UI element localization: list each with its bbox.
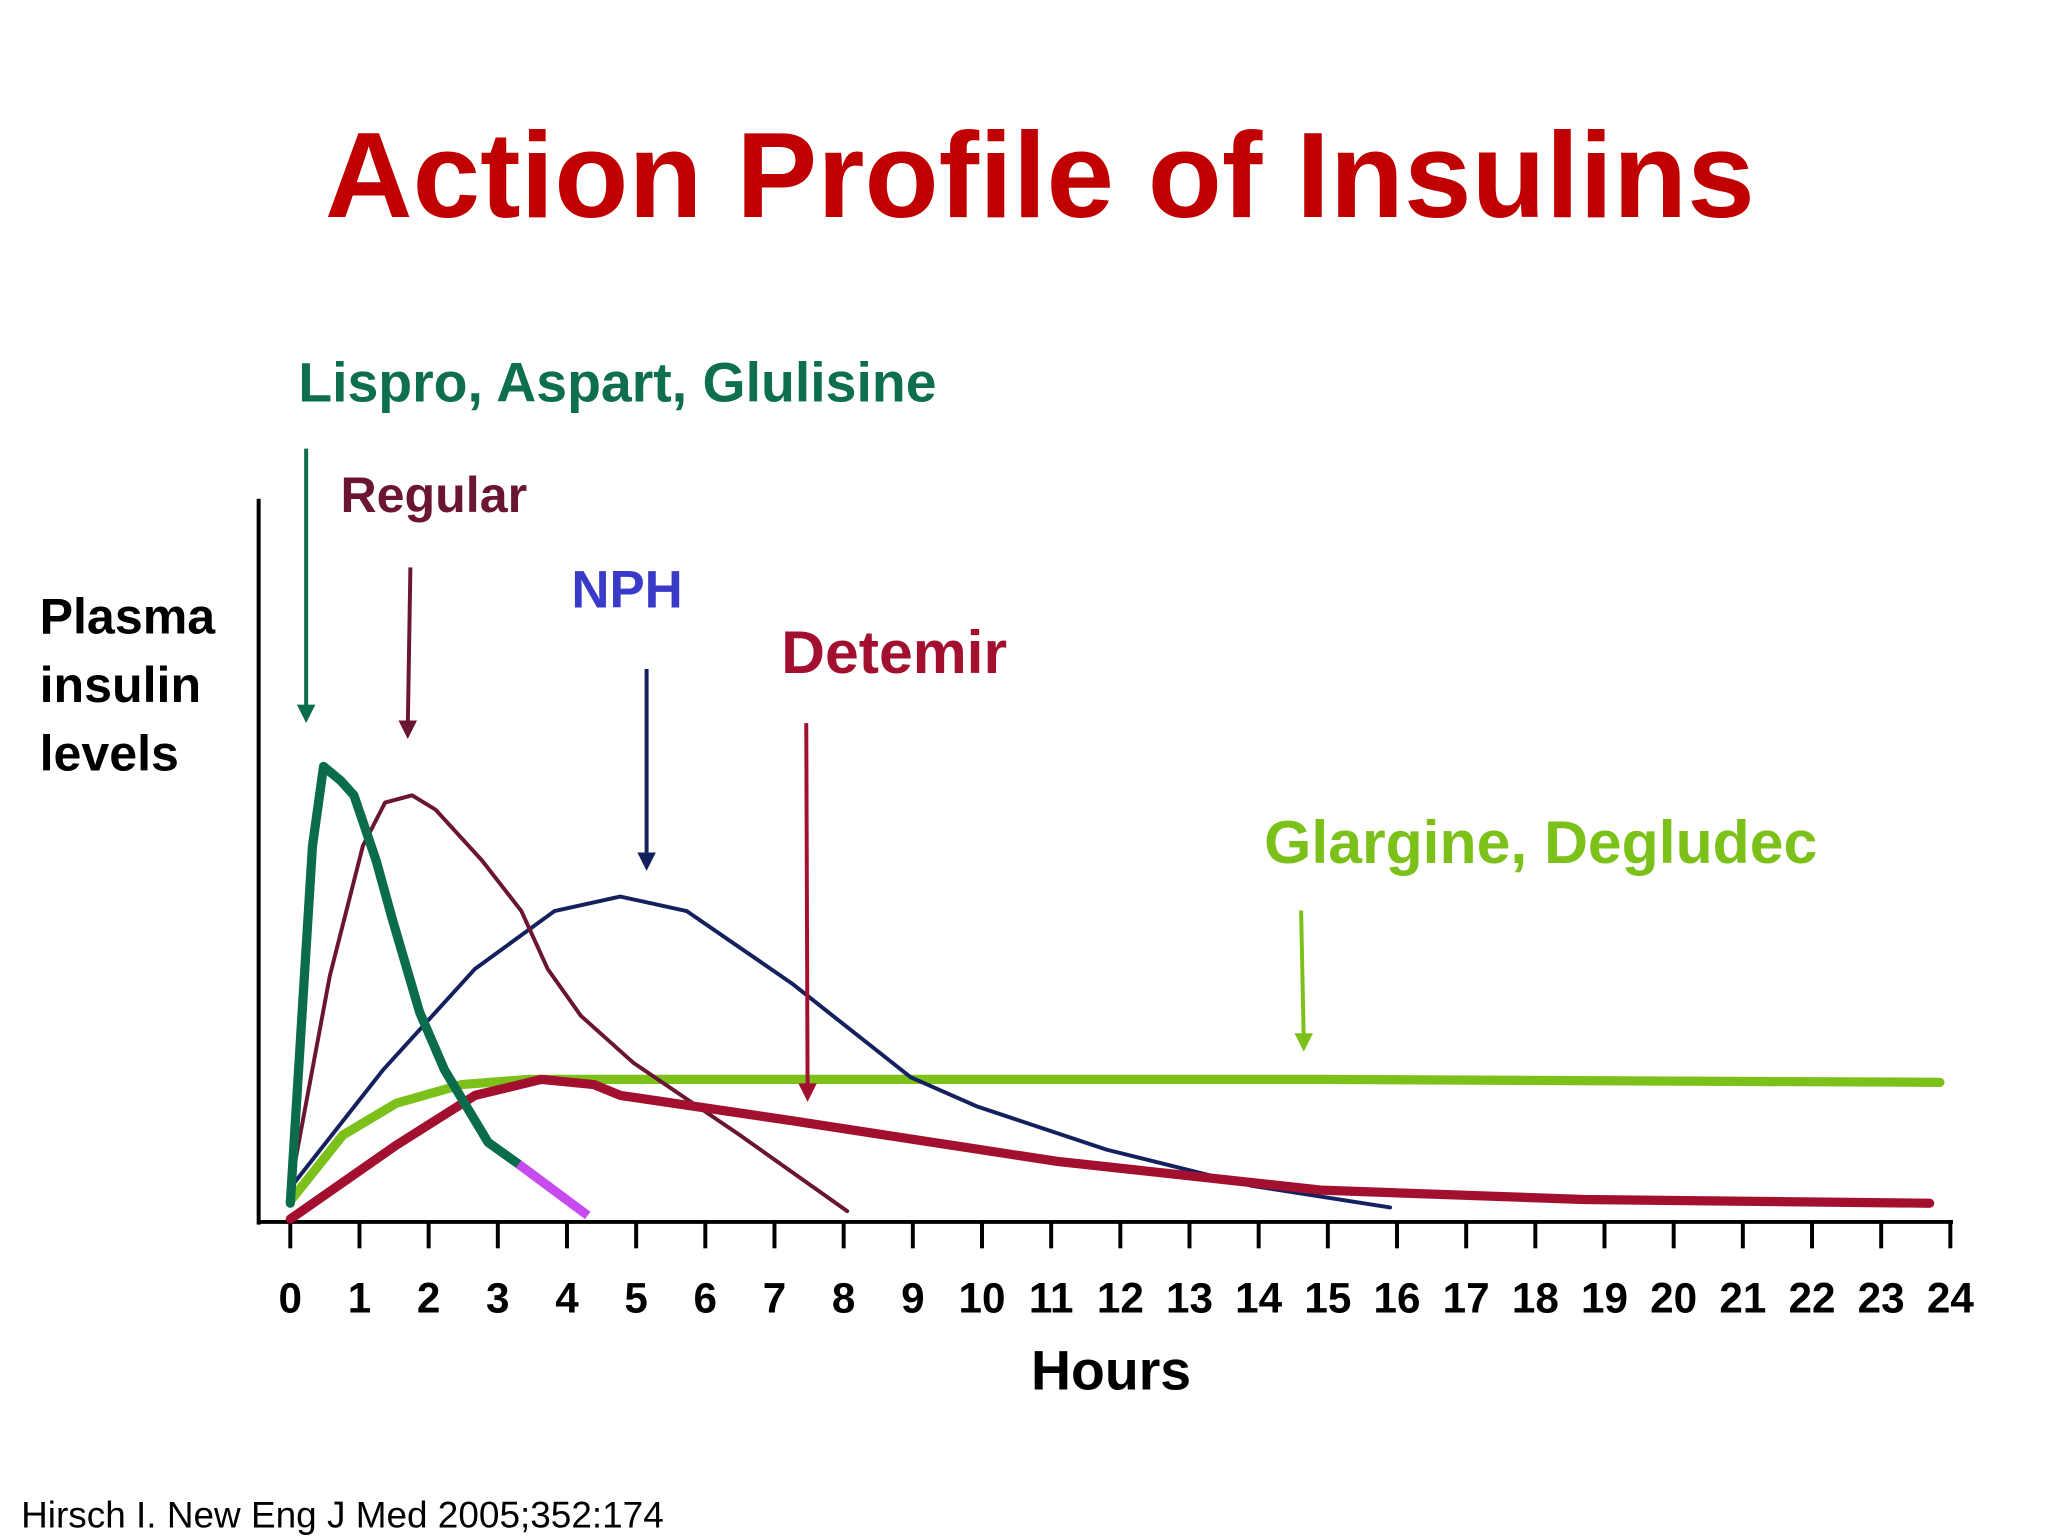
x-tick-label: 16 xyxy=(1374,1274,1421,1321)
arrow-head xyxy=(398,720,417,739)
x-axis-label: Hours xyxy=(1031,1340,1191,1402)
x-tick-label: 9 xyxy=(901,1274,924,1321)
series-label: Regular xyxy=(340,467,527,523)
x-tick-label: 10 xyxy=(959,1274,1006,1321)
arrow-head xyxy=(296,704,316,724)
y-axis-label: Plasma xyxy=(40,588,217,644)
x-tick-label: 18 xyxy=(1512,1274,1559,1321)
x-tick-label: 20 xyxy=(1650,1274,1697,1321)
x-tick-label: 23 xyxy=(1858,1274,1905,1321)
x-tick-label: 1 xyxy=(348,1274,371,1321)
x-tick-label: 22 xyxy=(1789,1274,1836,1321)
x-tick-label: 8 xyxy=(832,1274,855,1321)
arrow-head xyxy=(637,852,656,871)
x-tick-label: 2 xyxy=(417,1274,440,1321)
chart-title: Action Profile of Insulins xyxy=(325,107,1755,243)
x-tick-label: 0 xyxy=(279,1274,302,1321)
x-tick-label: 6 xyxy=(694,1274,717,1321)
arrow-shaft xyxy=(405,567,413,729)
x-tick-label: 15 xyxy=(1304,1274,1351,1321)
x-tick-label: 13 xyxy=(1166,1274,1213,1321)
x-tick-label: 7 xyxy=(763,1274,786,1321)
arrow-shaft xyxy=(804,723,810,1092)
x-tick-label: 19 xyxy=(1581,1274,1628,1321)
series-label: Detemir xyxy=(781,618,1007,686)
line-series xyxy=(288,894,1393,1210)
line-series xyxy=(285,1074,1945,1206)
arrow-shaft xyxy=(1299,910,1306,1042)
line-series xyxy=(285,1074,1935,1224)
line-series xyxy=(288,793,850,1214)
x-tick-label: 5 xyxy=(624,1274,647,1321)
x-tick-label: 14 xyxy=(1235,1274,1282,1321)
series-label: Glargine, Degludec xyxy=(1264,808,1817,876)
series-label: NPH xyxy=(571,561,682,620)
x-tick-label: 12 xyxy=(1097,1274,1144,1321)
x-tick-label: 21 xyxy=(1719,1274,1766,1321)
x-tick-label: 4 xyxy=(555,1274,579,1321)
line-tail xyxy=(515,1160,591,1220)
arrow-head xyxy=(1294,1033,1313,1052)
x-tick-label: 24 xyxy=(1927,1274,1974,1321)
series-label: Lispro, Aspart, Glulisine xyxy=(298,351,936,413)
source-note: Hirsch I. New Eng J Med 2005;352:174 xyxy=(21,1494,664,1535)
line-series xyxy=(285,761,524,1208)
y-axis-label: insulin xyxy=(40,657,202,713)
x-tick-label: 3 xyxy=(486,1274,509,1321)
x-tick-label: 17 xyxy=(1443,1274,1490,1321)
y-axis-label: levels xyxy=(40,726,179,782)
x-tick-label: 11 xyxy=(1029,1274,1074,1321)
arrow-head xyxy=(798,1083,817,1102)
